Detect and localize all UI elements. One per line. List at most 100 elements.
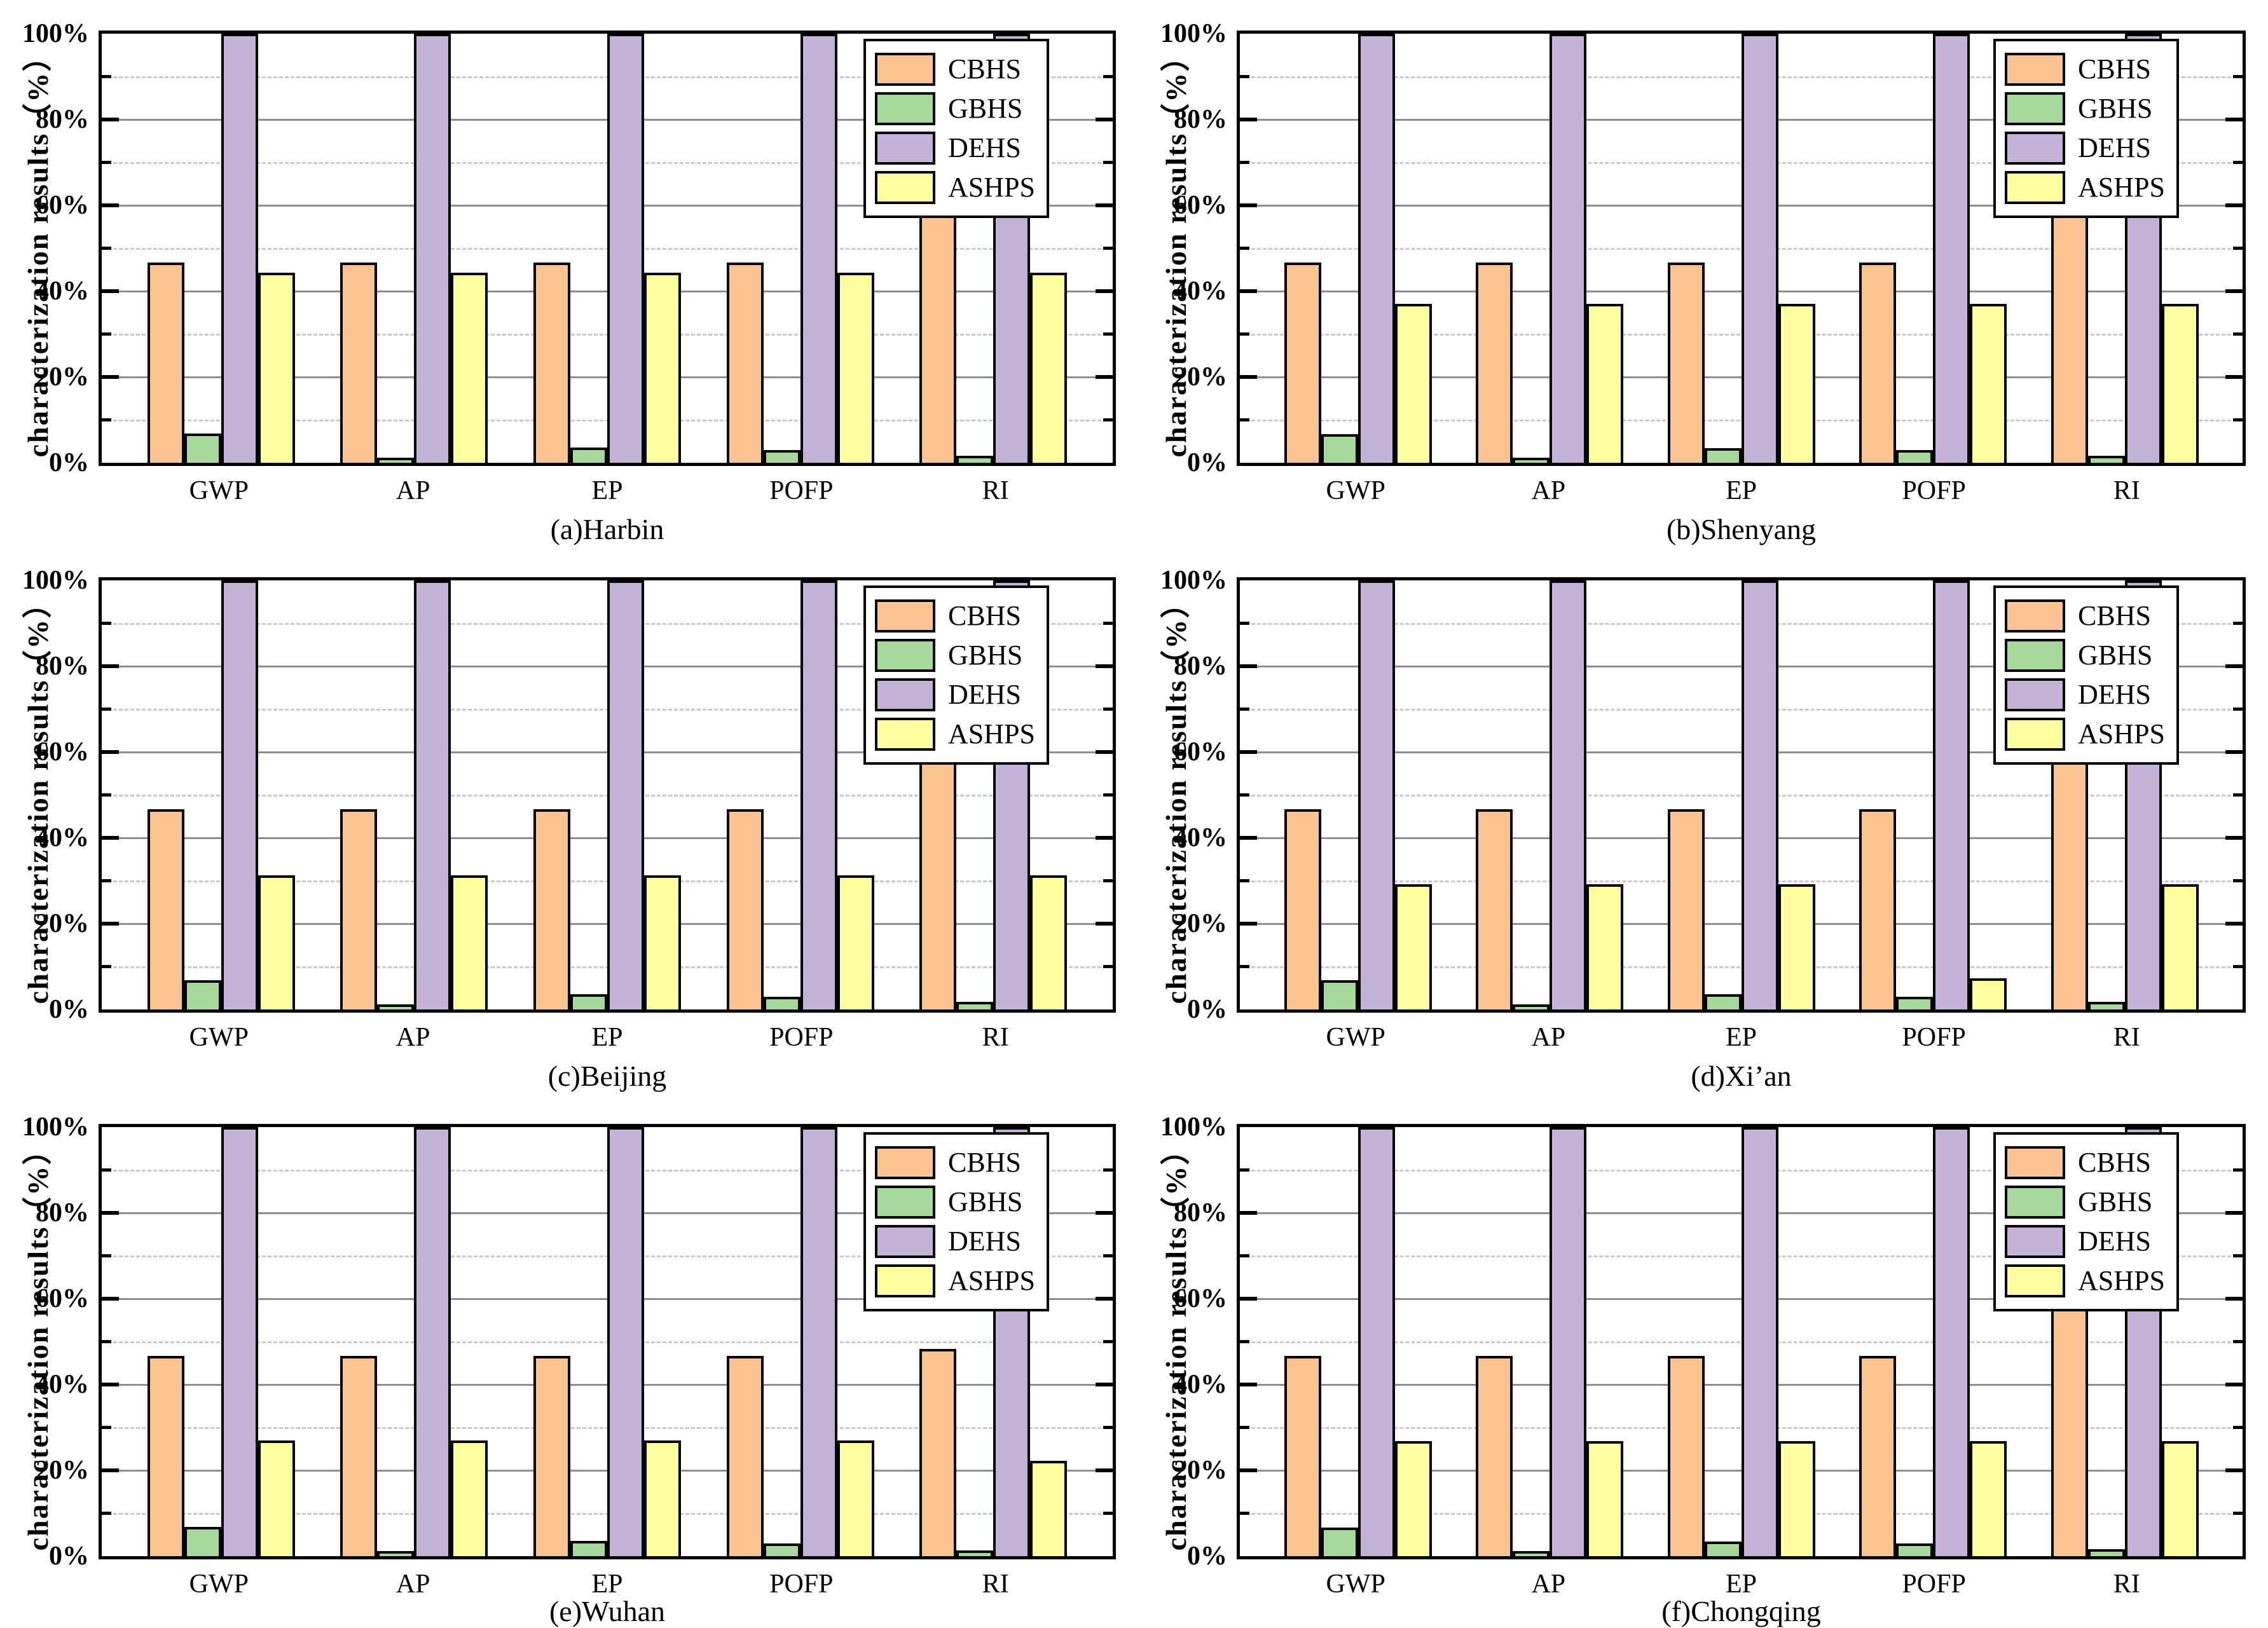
axis-tick — [1103, 1511, 1113, 1515]
axis-tick — [1103, 1168, 1113, 1172]
axis-tick — [2225, 375, 2243, 379]
legend-entry-cbhs: CBHS — [2005, 53, 2165, 86]
x-tick-label-ri: RI — [2113, 1023, 2140, 1052]
axis-tick — [2233, 1511, 2243, 1515]
bar-ashps-pofp — [837, 875, 874, 1009]
x-tick-label-ep: EP — [591, 1570, 623, 1599]
bar-group-ap — [1476, 1127, 1623, 1556]
legend-entry-cbhs: CBHS — [875, 1146, 1035, 1179]
legend-label: GBHS — [948, 93, 1023, 124]
axis-tick — [2233, 418, 2243, 421]
axis-tick — [2233, 1168, 2243, 1172]
bar-group-ap — [340, 1127, 488, 1556]
bar-ashps-ap — [451, 272, 488, 463]
axis-tick — [2233, 793, 2243, 797]
bar-cbhs-pofp — [726, 263, 764, 463]
axis-tick — [1240, 1211, 1257, 1215]
bar-dehs-gwp — [221, 34, 258, 463]
bar-dehs-gwp — [221, 580, 258, 1009]
y-tick-label: 0% — [1187, 448, 1227, 477]
bar-ashps-pofp — [1970, 1441, 2007, 1556]
plot-area: CBHS GBHS DEHS ASHPS — [99, 577, 1116, 1013]
panel-caption: (a)Harbin — [550, 513, 664, 545]
axis-tick — [2225, 1297, 2243, 1301]
y-tick-label: 60% — [36, 1284, 89, 1313]
bar-groups — [102, 34, 1113, 463]
axis-tick — [1103, 74, 1113, 78]
y-tick-label: 40% — [1174, 823, 1227, 852]
axis-tick — [1103, 707, 1113, 711]
axis-tick — [1103, 1425, 1113, 1429]
bar-group-pofp — [1859, 580, 2007, 1009]
legend-label: DEHS — [948, 679, 1021, 710]
y-tick-label: 100% — [1160, 566, 1227, 595]
bar-group-gwp — [1284, 1127, 1432, 1556]
axis-tick — [1240, 1339, 1249, 1343]
bar-dehs-gwp — [1357, 1127, 1395, 1556]
bar-gbhs-ri — [956, 1001, 994, 1009]
bar-ashps-ep — [643, 875, 681, 1009]
axis-tick — [1240, 418, 1249, 421]
axis-tick — [1240, 964, 1249, 968]
legend: CBHS GBHS DEHS ASHPS — [863, 1132, 1049, 1311]
bar-gbhs-pofp — [1896, 996, 1933, 1009]
x-tick-label-gwp: GWP — [189, 1570, 249, 1599]
bar-ashps-ep — [643, 272, 681, 463]
bar-gbhs-gwp — [184, 980, 221, 1009]
bar-group-ep — [1667, 34, 1815, 463]
legend-swatch-ashps — [2005, 171, 2066, 204]
panel-caption: (c)Beijing — [547, 1060, 667, 1092]
bar-ashps-pofp — [837, 272, 874, 463]
legend-label: CBHS — [948, 1147, 1021, 1178]
bar-cbhs-ri — [2051, 212, 2088, 463]
panel-caption: (e)Wuhan — [549, 1595, 666, 1627]
axis-tick — [1240, 750, 1257, 754]
axis-tick — [1096, 203, 1113, 207]
legend-entry-gbhs: GBHS — [2005, 639, 2165, 672]
bar-gbhs-ep — [570, 448, 607, 463]
axis-tick — [2233, 246, 2243, 250]
legend-swatch-cbhs — [2005, 53, 2066, 86]
axis-tick — [1096, 1297, 1113, 1301]
axis-tick — [102, 836, 119, 840]
legend-entry-dehs: DEHS — [875, 132, 1035, 165]
axis-tick — [2233, 332, 2243, 336]
bar-group-pofp — [726, 1127, 874, 1556]
plot-area: CBHS GBHS DEHS ASHPS — [1237, 31, 2246, 466]
bar-group-gwp — [1284, 34, 1432, 463]
legend: CBHS GBHS DEHS ASHPS — [863, 585, 1049, 765]
axis-tick — [1240, 1168, 1249, 1172]
legend-label: GBHS — [948, 640, 1023, 671]
legend: CBHS GBHS DEHS ASHPS — [1993, 585, 2179, 765]
bar-group-pofp — [726, 34, 874, 463]
bar-dehs-ap — [414, 1127, 451, 1556]
axis-tick — [1096, 1383, 1113, 1386]
bar-group-pofp — [1859, 34, 2007, 463]
bar-dehs-pofp — [800, 34, 837, 463]
y-tick-label: 80% — [1174, 652, 1227, 681]
legend-swatch-cbhs — [2005, 1146, 2066, 1179]
x-tick-label-ap: AP — [1531, 1570, 1566, 1599]
x-tick-label-ep: EP — [591, 476, 623, 505]
bar-group-ep — [1667, 1127, 1815, 1556]
axis-tick — [1103, 246, 1113, 250]
bar-dehs-ep — [1741, 34, 1778, 463]
y-tick-label: 100% — [22, 19, 89, 48]
axis-tick — [1240, 74, 1249, 78]
axis-tick — [1240, 160, 1249, 164]
y-tick-label: 80% — [36, 105, 89, 134]
bar-dehs-pofp — [800, 1127, 837, 1556]
y-tick-label: 40% — [1174, 1370, 1227, 1399]
axis-tick — [102, 750, 119, 754]
axis-tick — [1240, 246, 1249, 250]
axis-tick — [1096, 836, 1113, 840]
bar-ashps-ri — [1030, 272, 1068, 463]
y-tick-label: 40% — [36, 1370, 89, 1399]
bar-ashps-ap — [1586, 1441, 1623, 1556]
bar-cbhs-ap — [1476, 1356, 1513, 1556]
bar-dehs-pofp — [800, 580, 837, 1009]
bar-ashps-gwp — [258, 272, 295, 463]
legend-label: DEHS — [948, 1226, 1021, 1257]
panel-caption: (f)Chongqing — [1661, 1595, 1821, 1627]
x-tick-label-pofp: POFP — [769, 476, 834, 505]
